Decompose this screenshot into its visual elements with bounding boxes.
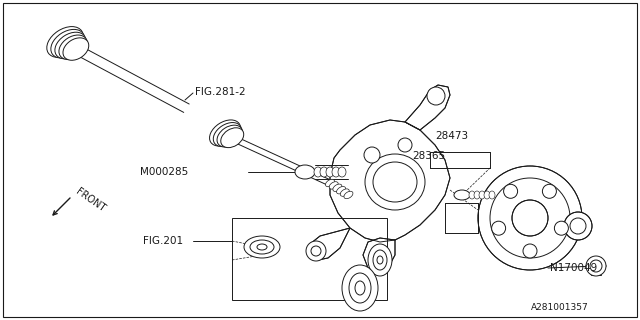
Ellipse shape [340,189,349,196]
Ellipse shape [329,182,338,189]
Text: 28473: 28473 [435,131,468,141]
Polygon shape [330,120,450,242]
Ellipse shape [244,236,280,258]
Ellipse shape [479,191,485,199]
Ellipse shape [478,166,582,270]
Ellipse shape [320,167,328,177]
Ellipse shape [306,241,326,261]
Ellipse shape [398,138,412,152]
Ellipse shape [474,191,480,199]
Ellipse shape [364,147,380,163]
Polygon shape [405,85,450,130]
Text: FIG.201: FIG.201 [143,236,183,246]
Text: FRONT: FRONT [74,187,108,214]
Ellipse shape [554,221,568,235]
Ellipse shape [63,38,89,60]
Ellipse shape [586,256,606,276]
Ellipse shape [344,191,353,199]
Text: N170049: N170049 [550,263,597,273]
Ellipse shape [564,212,592,240]
Ellipse shape [542,184,556,198]
Ellipse shape [484,191,490,199]
Ellipse shape [365,154,425,210]
Polygon shape [363,238,395,272]
Ellipse shape [47,27,83,57]
Text: A281001357: A281001357 [531,303,589,313]
Ellipse shape [338,167,346,177]
Ellipse shape [492,221,506,235]
Bar [232,218,387,300]
Ellipse shape [332,167,340,177]
Ellipse shape [333,184,342,191]
Ellipse shape [221,128,244,148]
Ellipse shape [427,87,445,105]
Ellipse shape [512,200,548,236]
Ellipse shape [217,125,243,147]
Ellipse shape [326,167,334,177]
Ellipse shape [469,191,475,199]
Ellipse shape [337,187,346,194]
Text: 28365: 28365 [412,151,445,161]
Ellipse shape [209,120,241,146]
Ellipse shape [55,32,86,59]
Text: FIG.281-2: FIG.281-2 [195,87,246,97]
Text: M000285: M000285 [140,167,188,177]
Ellipse shape [454,190,470,200]
Polygon shape [310,228,350,260]
Ellipse shape [51,29,84,58]
Ellipse shape [342,265,378,311]
Ellipse shape [59,35,88,60]
Ellipse shape [368,244,392,276]
Ellipse shape [314,167,322,177]
Ellipse shape [326,179,335,187]
Ellipse shape [213,123,241,147]
Ellipse shape [295,165,315,179]
Ellipse shape [523,244,537,258]
Ellipse shape [489,191,495,199]
Ellipse shape [504,184,518,198]
